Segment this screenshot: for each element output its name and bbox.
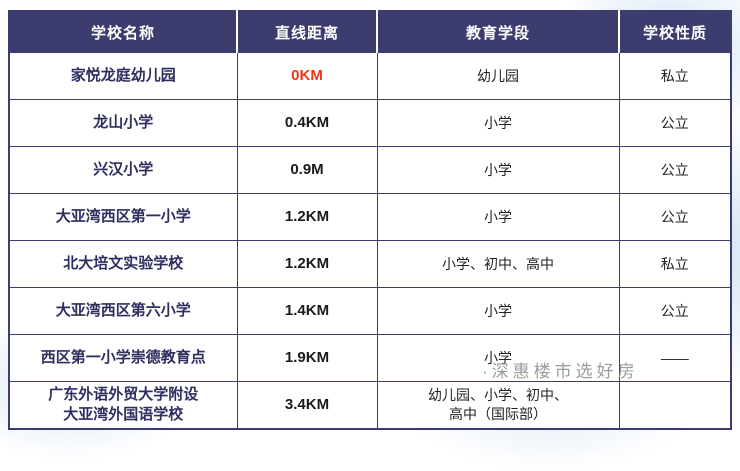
school-name-cell: 家悦龙庭幼儿园 xyxy=(8,52,238,100)
table-row: 龙山小学 0.4KM 小学 公立 xyxy=(8,99,732,147)
school-nature-cell: 公立 xyxy=(618,287,732,335)
school-nature-cell: 私立 xyxy=(618,52,732,100)
table-row: 大亚湾西区第六小学 1.4KM 小学 公立 xyxy=(8,287,732,335)
distance-cell: 1.4KM xyxy=(236,287,378,335)
table-header-row: 学校名称 直线距离 教育学段 学校性质 xyxy=(8,10,732,53)
table-row: 广东外语外贸大学附设 大亚湾外国语学校 3.4KM 幼儿园、小学、初中、 高中（… xyxy=(8,381,732,430)
school-name-cell: 广东外语外贸大学附设 大亚湾外国语学校 xyxy=(8,381,238,430)
school-nature-cell xyxy=(618,381,732,430)
school-name-cell: 西区第一小学崇德教育点 xyxy=(8,334,238,382)
table-row: 家悦龙庭幼儿园 0KM 幼儿园 私立 xyxy=(8,52,732,100)
header-education-stage: 教育学段 xyxy=(376,10,620,53)
table-row: 兴汉小学 0.9M 小学 公立 xyxy=(8,146,732,194)
school-name-cell: 龙山小学 xyxy=(8,99,238,147)
header-distance: 直线距离 xyxy=(236,10,378,53)
school-nature-cell: 私立 xyxy=(618,240,732,288)
distance-cell: 0KM xyxy=(236,52,378,100)
education-stage-cell: 小学 xyxy=(376,146,620,194)
school-name-cell: 北大培文实验学校 xyxy=(8,240,238,288)
header-school-name: 学校名称 xyxy=(8,10,238,53)
distance-cell: 3.4KM xyxy=(236,381,378,430)
education-stage-cell: 小学 xyxy=(376,287,620,335)
school-nature-cell: 公立 xyxy=(618,146,732,194)
education-stage-cell: 小学、初中、高中 xyxy=(376,240,620,288)
school-nature-cell: 公立 xyxy=(618,99,732,147)
watermark-text: ·深惠楼市选好房 xyxy=(482,362,639,381)
table-row: 大亚湾西区第一小学 1.2KM 小学 公立 xyxy=(8,193,732,241)
header-school-nature: 学校性质 xyxy=(618,10,732,53)
school-name-cell: 大亚湾西区第六小学 xyxy=(8,287,238,335)
school-name-cell: 大亚湾西区第一小学 xyxy=(8,193,238,241)
distance-cell: 0.4KM xyxy=(236,99,378,147)
watermark: ·深惠楼市选好房 xyxy=(482,357,639,382)
education-stage-cell: 小学 xyxy=(376,334,620,382)
table-header: 学校名称 直线距离 教育学段 学校性质 xyxy=(8,10,732,53)
distance-cell: 1.2KM xyxy=(236,193,378,241)
education-stage-cell: 小学 xyxy=(376,193,620,241)
education-stage-cell: 幼儿园 xyxy=(376,52,620,100)
education-stage-cell: 幼儿园、小学、初中、 高中（国际部） xyxy=(376,381,620,430)
table-row: 北大培文实验学校 1.2KM 小学、初中、高中 私立 xyxy=(8,240,732,288)
distance-cell: 1.9KM xyxy=(236,334,378,382)
distance-cell: 0.9M xyxy=(236,146,378,194)
education-stage-cell: 小学 xyxy=(376,99,620,147)
school-nature-cell: 公立 xyxy=(618,193,732,241)
school-name-cell: 兴汉小学 xyxy=(8,146,238,194)
distance-cell: 1.2KM xyxy=(236,240,378,288)
